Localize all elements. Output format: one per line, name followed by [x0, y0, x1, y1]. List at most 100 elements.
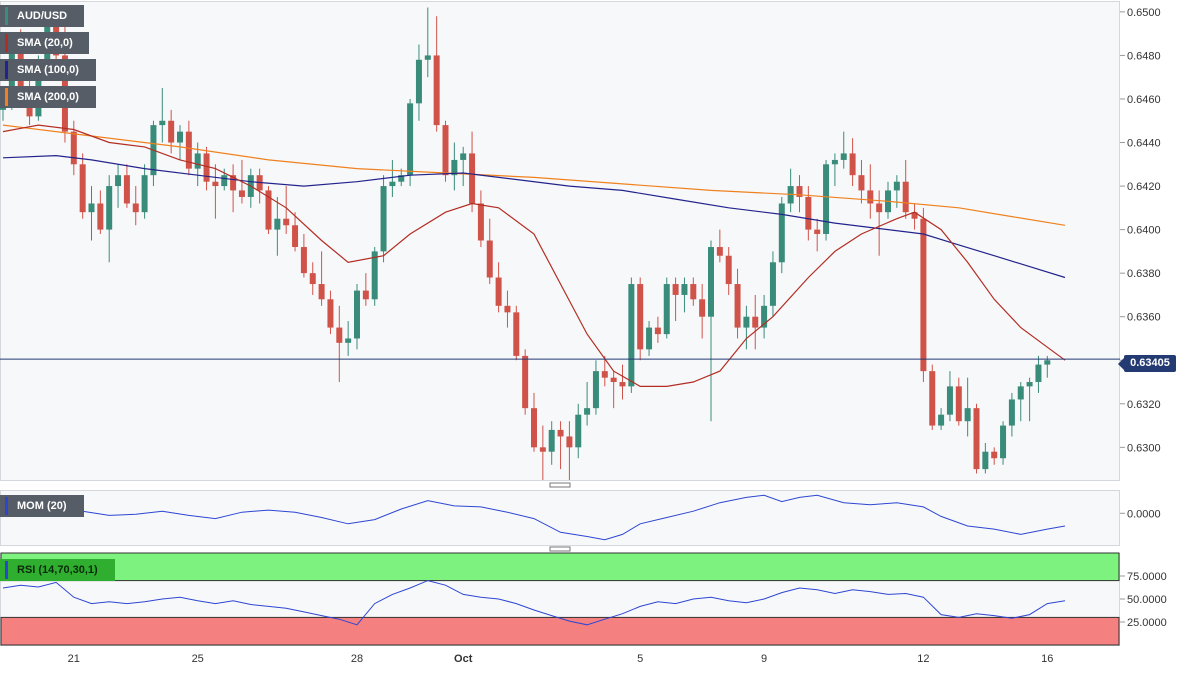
indicator-lines	[0, 124, 1120, 626]
candle-body-up	[628, 284, 635, 387]
candle-body-down	[973, 408, 980, 470]
candle-body-down	[203, 153, 210, 182]
panel-frames	[0, 1, 1120, 646]
price-tick-label: 0.6300	[1127, 442, 1161, 454]
candle-body-up	[1035, 364, 1042, 383]
legend-sma200: SMA (200,0)	[0, 86, 96, 108]
candle-body-up	[584, 408, 591, 415]
candle-body-up	[646, 327, 653, 350]
sma20-swatch	[5, 34, 8, 52]
legend-sma20-label: SMA (20,0)	[17, 37, 73, 49]
candle-body-down	[70, 131, 77, 165]
candle-body-down	[238, 190, 245, 197]
candle-body-down	[796, 186, 803, 197]
mom-tick-label: 0.0000	[1127, 508, 1161, 520]
candle-body-down	[495, 277, 502, 306]
candle-body-up	[460, 153, 467, 160]
candle-body-up	[389, 181, 396, 187]
candle-body-up	[1000, 425, 1007, 459]
legend-mom-label: MOM (20)	[17, 500, 67, 512]
candle-body-down	[433, 55, 440, 126]
date-tick-label: 21	[68, 653, 80, 665]
panel-resize-handle	[549, 546, 571, 552]
candle-body-up	[823, 164, 830, 234]
candle-body-up	[840, 153, 847, 160]
candle-body-down	[309, 273, 316, 285]
candle-body-down	[920, 218, 927, 372]
rsi-swatch	[5, 561, 8, 579]
candle-body-down	[690, 284, 697, 300]
candle-body-up	[177, 131, 183, 143]
legend-symbol: AUD/USD	[0, 5, 84, 27]
price-tick-label: 0.6400	[1127, 225, 1161, 237]
candle-body-up	[115, 175, 122, 187]
candle-body-up	[1044, 360, 1051, 365]
legend-symbol-label: AUD/USD	[17, 10, 68, 22]
legend-mom: MOM (20)	[0, 495, 84, 517]
panel-resize-handle	[549, 482, 571, 488]
price-tick-label: 0.6320	[1127, 399, 1161, 411]
sma100-line	[2, 154, 1066, 279]
candle-body-down	[805, 196, 812, 230]
sma200-line	[2, 124, 1066, 226]
price-tick-label: 0.6460	[1127, 94, 1161, 106]
candle-body-down	[867, 190, 874, 204]
candle-body-down	[637, 284, 644, 350]
candle-body-down	[469, 153, 476, 204]
date-tick-label: Oct	[454, 653, 473, 665]
legend-sma20: SMA (20,0)	[0, 32, 89, 54]
candle-body-down	[734, 284, 741, 328]
candle-body-up	[548, 429, 555, 452]
candle-body-down	[504, 305, 511, 313]
price-tick-label: 0.6420	[1127, 181, 1161, 193]
candle-body-up	[592, 371, 599, 409]
rsi-line	[2, 580, 1066, 626]
date-tick-label: 9	[761, 653, 767, 665]
rsi-overbought-zone	[0, 552, 1120, 582]
sma100-swatch	[5, 61, 8, 79]
candle-body-up	[681, 284, 688, 295]
rsi-tick-label: 50.0000	[1127, 594, 1167, 606]
candle-body-up	[575, 414, 582, 448]
candle-body-up	[743, 316, 750, 328]
candle-body-up	[424, 55, 431, 60]
legend-rsi: RSI (14,70,30,1)	[0, 559, 115, 581]
date-tick-label: 25	[192, 653, 204, 665]
candle-body-up	[1026, 382, 1033, 387]
date-tick-label: 5	[637, 653, 643, 665]
candle-body-up	[1017, 386, 1024, 400]
legend-sma100: SMA (100,0)	[0, 59, 96, 81]
candle-body-up	[221, 175, 228, 187]
rsi-oversold-zone	[0, 616, 1120, 646]
price-tick-label: 0.6500	[1127, 7, 1161, 19]
candle-body-up	[1008, 399, 1015, 426]
candle-body-down	[442, 125, 449, 176]
candle-body-down	[716, 247, 723, 256]
candle-body-down	[336, 327, 343, 343]
candle-body-up	[708, 247, 714, 317]
sma20-line	[2, 124, 1066, 387]
price-tick-label: 0.6380	[1127, 268, 1161, 280]
candle-body-down	[601, 371, 608, 378]
legend-rsi-label: RSI (14,70,30,1)	[17, 564, 98, 576]
candle-body-down	[486, 240, 493, 278]
candle-body-down	[132, 203, 139, 213]
candle-body-down	[477, 203, 484, 241]
candle-body-up	[398, 175, 405, 182]
candle-body-down	[539, 447, 546, 452]
candle-body-up	[938, 414, 945, 426]
date-tick-label: 28	[351, 653, 363, 665]
candle-body-down	[610, 377, 617, 383]
candle-body-up	[106, 186, 113, 230]
mom-swatch	[5, 497, 8, 515]
date-tick-label: 12	[917, 653, 929, 665]
rsi-tick-label: 75.0000	[1127, 571, 1167, 583]
legend-sma100-label: SMA (100,0)	[17, 64, 79, 76]
price-tick-label: 0.6480	[1127, 50, 1161, 62]
candle-body-down	[991, 451, 998, 459]
candle-body-up	[769, 262, 776, 306]
candle-body-up	[345, 338, 352, 343]
candle-body-up	[354, 290, 360, 339]
